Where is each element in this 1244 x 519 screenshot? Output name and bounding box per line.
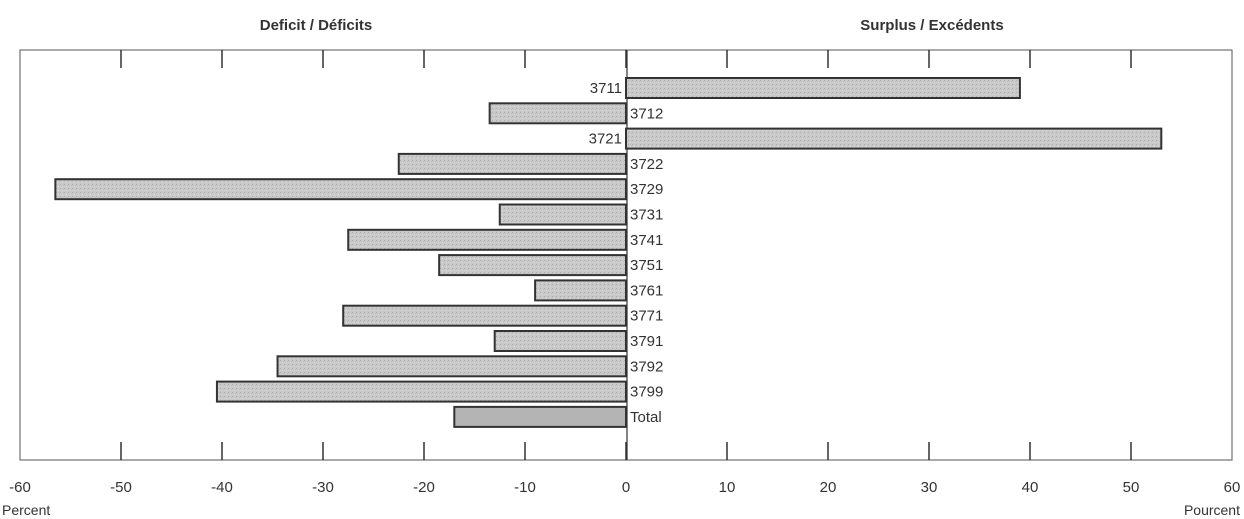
category-label: 3722 bbox=[630, 156, 663, 173]
percent-label: Percent bbox=[2, 502, 50, 518]
category-label: Total bbox=[630, 409, 662, 426]
category-label: 3729 bbox=[630, 181, 663, 198]
bar-3712 bbox=[488, 102, 627, 125]
bar-3771 bbox=[342, 304, 627, 327]
bar-3721 bbox=[625, 127, 1163, 150]
bar-3722 bbox=[397, 152, 627, 175]
bar-3792 bbox=[276, 355, 627, 378]
bar-3729 bbox=[54, 178, 628, 201]
category-label: 3799 bbox=[630, 384, 663, 401]
deficit-header: Deficit / Déficits bbox=[260, 17, 373, 34]
bar-3731 bbox=[498, 203, 627, 226]
bar-3799 bbox=[215, 380, 627, 403]
category-label: 3791 bbox=[630, 333, 663, 350]
x-tick-label: 10 bbox=[719, 479, 736, 496]
bar-3761 bbox=[534, 279, 627, 302]
bars bbox=[54, 77, 1163, 428]
x-tick-label: 0 bbox=[622, 479, 630, 496]
pourcent-label: Pourcent bbox=[1184, 502, 1240, 518]
category-label: 3711 bbox=[590, 80, 622, 97]
x-tick-label: 20 bbox=[820, 479, 837, 496]
x-tick-label: 40 bbox=[1022, 479, 1039, 496]
category-label: 3721 bbox=[589, 131, 622, 148]
category-label: 3751 bbox=[630, 257, 663, 274]
top-tick-marks bbox=[120, 50, 1132, 68]
surplus-header: Surplus / Excédents bbox=[860, 17, 1003, 34]
category-label: 3731 bbox=[630, 207, 663, 224]
x-tick-label: 60 bbox=[1224, 479, 1241, 496]
category-label: 3771 bbox=[630, 308, 663, 325]
x-tick-label: -40 bbox=[211, 479, 233, 496]
category-label: 3792 bbox=[630, 358, 663, 375]
x-tick-label: 50 bbox=[1123, 479, 1140, 496]
category-labels: 3711 3712 3721 3722 3729 3731 3741 3751 3761 3771… bbox=[589, 80, 664, 426]
x-tick-label: -60 bbox=[9, 479, 31, 496]
bar-3711 bbox=[625, 77, 1021, 99]
x-tick-label: -10 bbox=[514, 479, 536, 496]
bar-3751 bbox=[438, 254, 627, 277]
category-label: 3741 bbox=[630, 232, 663, 249]
x-tick-labels: -60 -50 -40 -30 -20 -10 0 10 20 30 40 50 60 bbox=[9, 479, 1240, 496]
x-tick-label: -20 bbox=[413, 479, 435, 496]
bar-3741 bbox=[347, 228, 627, 251]
bottom-tick-marks bbox=[120, 442, 1132, 460]
x-tick-label: 30 bbox=[921, 479, 938, 496]
bar-3791 bbox=[493, 330, 628, 352]
x-tick-label: -50 bbox=[110, 479, 132, 496]
x-tick-label: -30 bbox=[312, 479, 334, 496]
category-label: 3712 bbox=[630, 105, 663, 122]
bar-total bbox=[453, 405, 627, 428]
category-label: 3761 bbox=[630, 282, 663, 299]
